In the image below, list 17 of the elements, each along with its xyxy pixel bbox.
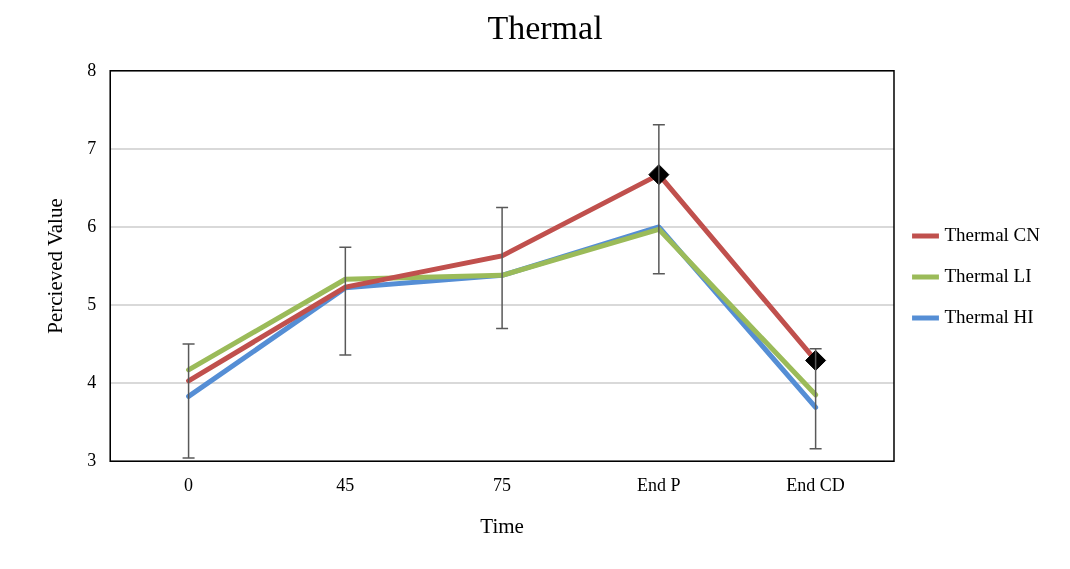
- y-tick-label: 3: [87, 449, 97, 470]
- y-tick-label: 6: [87, 215, 97, 236]
- y-tick-label: 5: [87, 293, 97, 314]
- x-axis-title: Time: [480, 513, 524, 538]
- y-axis-title: Percieved Value: [43, 198, 68, 334]
- x-tick-label: 45: [336, 474, 355, 495]
- x-tick-label: 0: [184, 474, 194, 495]
- x-tick-label: 75: [493, 474, 512, 495]
- x-tick-label: End CD: [786, 474, 845, 495]
- x-tick-label: End P: [637, 474, 681, 495]
- legend-label: Thermal HI: [944, 305, 1034, 327]
- y-tick-label: 7: [87, 137, 97, 158]
- legend-label: Thermal CN: [944, 223, 1041, 245]
- legend-label: Thermal LI: [944, 264, 1032, 286]
- chart-title: Thermal: [487, 9, 603, 47]
- y-tick-label: 8: [87, 59, 97, 80]
- y-tick-label: 4: [87, 371, 97, 392]
